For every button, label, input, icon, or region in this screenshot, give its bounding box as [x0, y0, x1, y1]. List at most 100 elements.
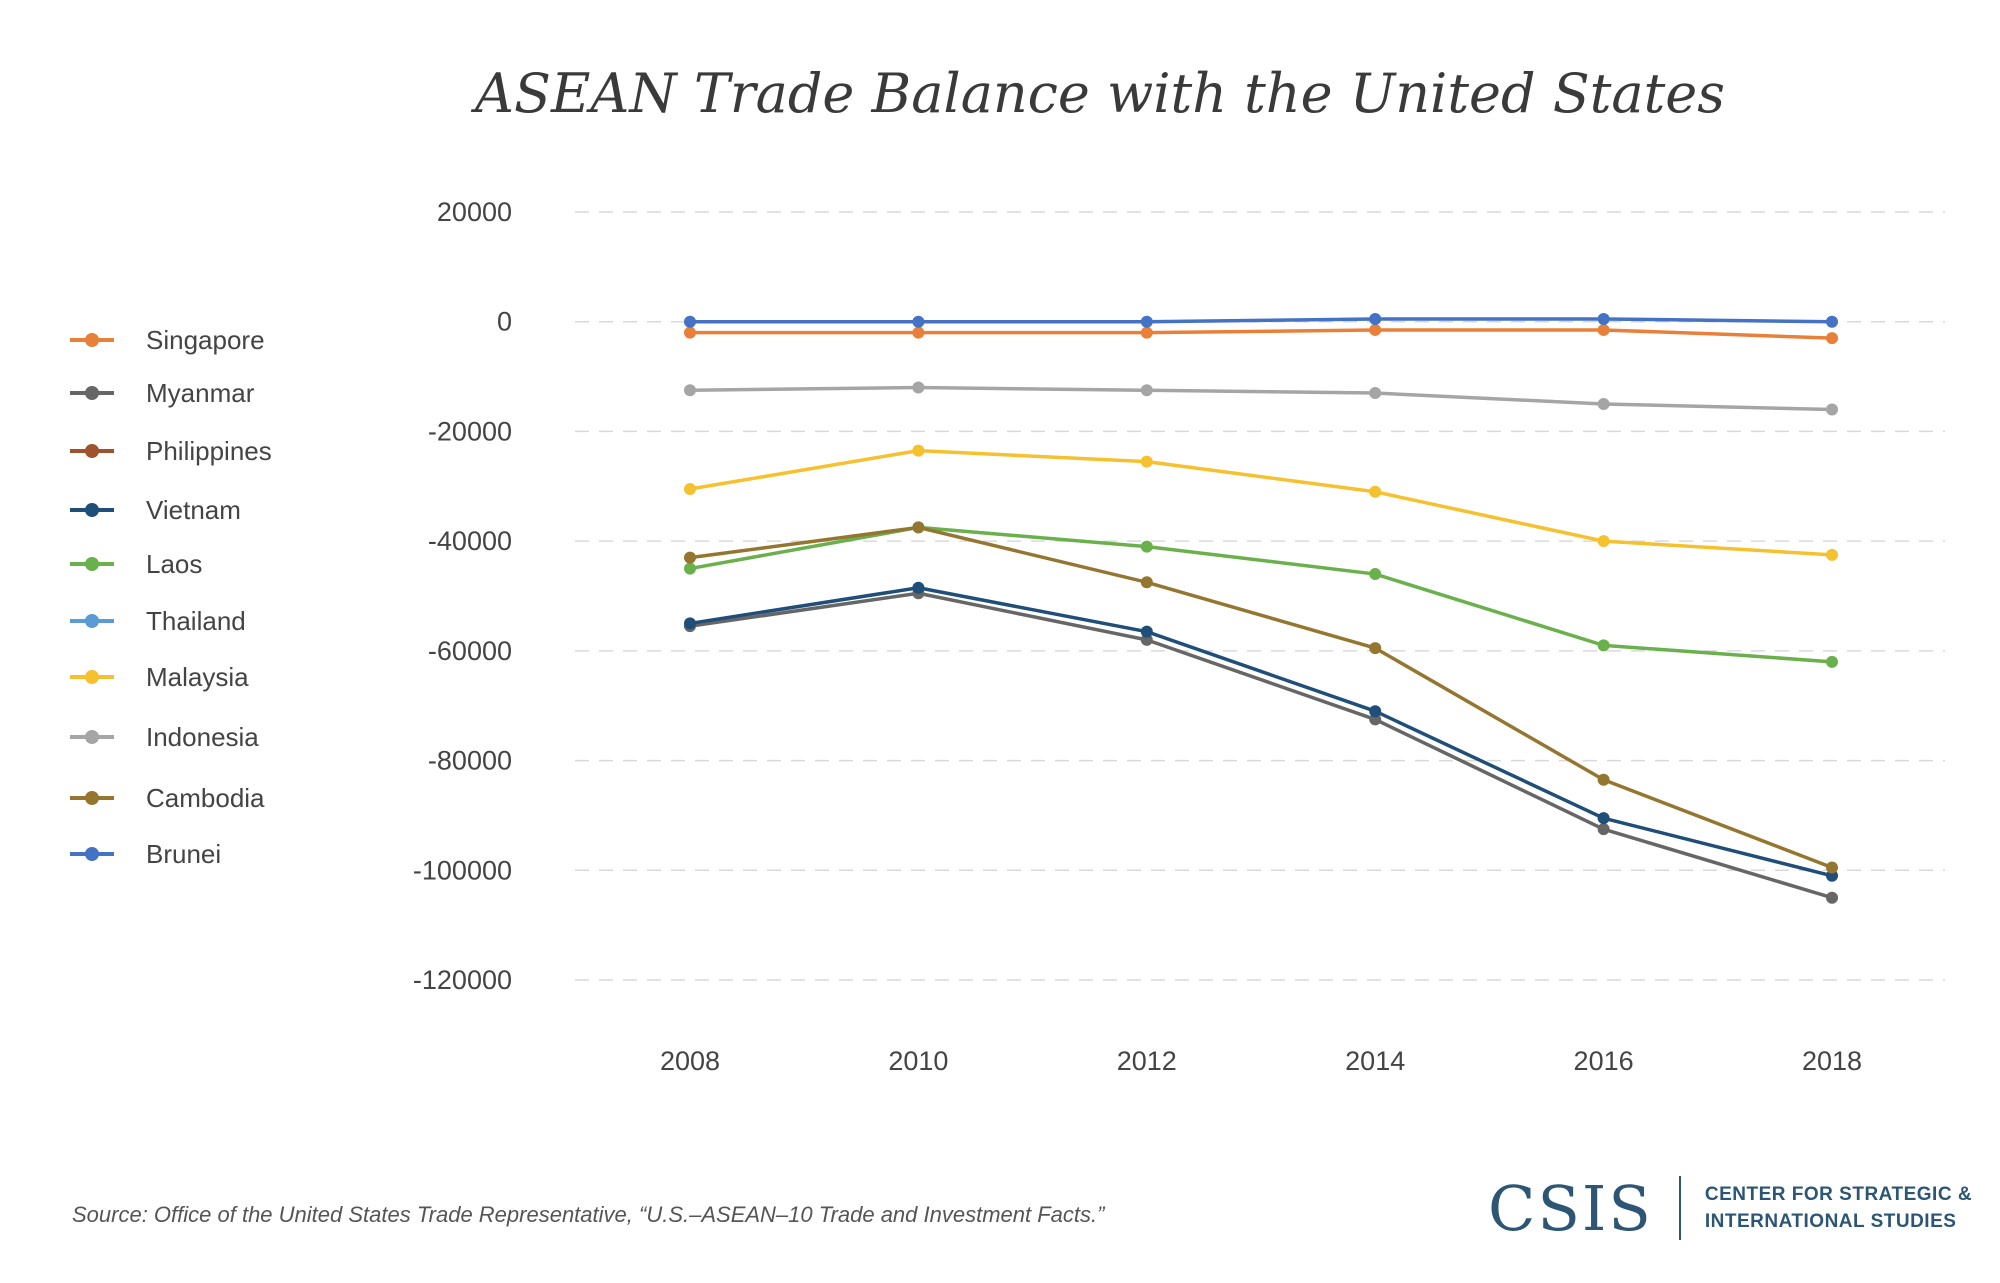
data-point: [1369, 323, 1382, 336]
data-point: [1140, 540, 1153, 553]
legend-swatch: [70, 333, 114, 347]
legend-item: Laos: [70, 544, 370, 584]
legend-label: Myanmar: [146, 377, 255, 408]
legend-label: Indonesia: [146, 721, 259, 752]
data-point: [1140, 384, 1153, 397]
data-point: [1597, 823, 1610, 836]
data-point: [1369, 387, 1382, 400]
legend-swatch: [70, 614, 114, 628]
x-tick-label: 2010: [888, 1046, 948, 1076]
series-line: [689, 586, 1833, 878]
y-tick-label: 20000: [437, 197, 512, 227]
data-point: [1826, 332, 1838, 345]
data-point: [1140, 625, 1153, 638]
y-tick-label: 0: [497, 307, 512, 337]
legend-label: Laos: [146, 548, 203, 579]
legend-marker: [85, 557, 99, 571]
y-tick-label: -20000: [428, 416, 512, 446]
data-point: [1369, 713, 1382, 726]
legend-marker: [85, 791, 99, 805]
data-point: [684, 562, 696, 575]
series-line: [690, 328, 1833, 340]
series-line: [689, 525, 1833, 870]
legend-item: Indonesia: [70, 717, 370, 757]
legend-label: Singapore: [146, 324, 265, 355]
data-point: [912, 326, 925, 339]
legend-item: Myanmar: [70, 373, 370, 413]
data-point: [1597, 312, 1610, 325]
legend-marker: [85, 503, 99, 517]
legend-label: Cambodia: [146, 782, 265, 813]
data-point: [1826, 861, 1838, 874]
legend-item: Thailand: [70, 601, 370, 641]
data-point: [1369, 485, 1382, 498]
data-point: [912, 381, 925, 394]
y-tick-label: -100000: [413, 855, 512, 885]
x-tick-label: 2018: [1802, 1046, 1862, 1076]
data-point: [684, 551, 696, 564]
data-point: [912, 521, 925, 534]
series-line: [689, 591, 1833, 900]
series-line: [689, 448, 1833, 557]
legend-label: Malaysia: [146, 661, 249, 692]
data-point: [1369, 312, 1382, 325]
legend-marker: [85, 847, 99, 861]
data-point: [1140, 633, 1153, 646]
data-point: [1826, 403, 1838, 416]
data-point: [1597, 535, 1610, 548]
y-tick-label: -120000: [413, 965, 512, 995]
data-point: [1597, 323, 1610, 336]
legend-item: Brunei: [70, 834, 370, 874]
data-point: [1369, 705, 1382, 718]
x-tick-label: 2014: [1345, 1046, 1405, 1076]
legend-item: Singapore: [70, 320, 370, 360]
data-point: [1826, 655, 1838, 668]
data-point: [912, 444, 925, 457]
x-tick-label: 2012: [1117, 1046, 1177, 1076]
data-point: [1140, 455, 1153, 468]
legend-swatch: [70, 670, 114, 684]
data-point: [684, 315, 696, 328]
data-point: [684, 483, 696, 496]
chart-title: ASEAN Trade Balance with the United Stat…: [475, 62, 1725, 125]
data-point: [1597, 812, 1610, 825]
series-line: [689, 525, 1833, 664]
legend-swatch: [70, 730, 114, 744]
data-point: [684, 326, 696, 339]
legend-item: Philippines: [70, 431, 370, 471]
data-point: [1369, 642, 1382, 655]
legend-item: Cambodia: [70, 778, 370, 818]
data-point: [1369, 568, 1382, 581]
legend-item: Vietnam: [70, 490, 370, 530]
series-line: [689, 385, 1833, 412]
legend-swatch: [70, 557, 114, 571]
data-point: [912, 315, 925, 328]
data-point: [1597, 773, 1610, 786]
data-point: [1826, 869, 1838, 882]
legend-marker: [85, 444, 99, 458]
data-point: [1140, 576, 1153, 589]
data-point: [912, 581, 925, 594]
y-tick-label: -80000: [428, 746, 512, 776]
data-point: [684, 617, 696, 630]
legend-swatch: [70, 503, 114, 517]
legend-swatch: [70, 386, 114, 400]
legend-marker: [85, 730, 99, 744]
data-point: [1140, 315, 1153, 328]
logo-text-line2: INTERNATIONAL STUDIES: [1704, 1211, 1957, 1232]
data-point: [684, 384, 696, 397]
legend-swatch: [70, 847, 114, 861]
legend-item: Malaysia: [70, 657, 370, 697]
data-point: [1826, 891, 1838, 904]
logo-text-line1: CENTER FOR STRATEGIC &: [1704, 1184, 1973, 1205]
logo-text: CENTER FOR STRATEGIC & INTERNATIONAL STU…: [1705, 1181, 1972, 1235]
logo-mark: CSIS: [1488, 1171, 1653, 1245]
legend-marker: [85, 614, 99, 628]
data-point: [1826, 548, 1838, 561]
data-point: [1140, 326, 1153, 339]
source-note: Source: Office of the United States Trad…: [72, 1202, 1105, 1227]
legend-marker: [85, 333, 99, 347]
x-tick-label: 2016: [1574, 1046, 1634, 1076]
legend-marker: [85, 386, 99, 400]
